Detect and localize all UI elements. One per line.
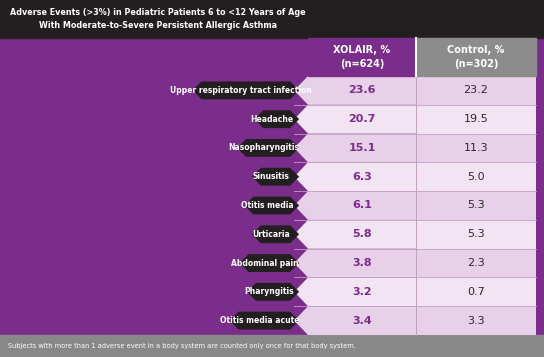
- Polygon shape: [237, 139, 299, 157]
- Polygon shape: [252, 225, 299, 243]
- Bar: [416, 134, 536, 162]
- Text: 0.7: 0.7: [467, 287, 485, 297]
- Text: Headache: Headache: [251, 115, 294, 124]
- Text: Otitis media acute: Otitis media acute: [220, 316, 300, 325]
- Text: Nasopharyngitis: Nasopharyngitis: [228, 144, 299, 152]
- Text: Sinusitis: Sinusitis: [252, 172, 289, 181]
- Polygon shape: [294, 191, 416, 220]
- Polygon shape: [294, 306, 416, 335]
- Text: 3.8: 3.8: [352, 258, 372, 268]
- Text: 23.6: 23.6: [348, 85, 376, 95]
- Bar: [0, 0, 544, 38]
- Bar: [416, 220, 536, 249]
- Text: 3.3: 3.3: [467, 316, 485, 326]
- Polygon shape: [294, 105, 416, 134]
- Text: Subjects with more than 1 adverse event in a body system are counted only once f: Subjects with more than 1 adverse event …: [8, 343, 356, 349]
- Text: Abdominal pain: Abdominal pain: [231, 258, 299, 267]
- Text: 11.3: 11.3: [463, 143, 489, 153]
- Text: 5.8: 5.8: [352, 229, 372, 239]
- Bar: [416, 105, 536, 134]
- Text: 15.1: 15.1: [348, 143, 376, 153]
- Text: Control, %
(n=302): Control, % (n=302): [447, 45, 505, 69]
- Bar: [416, 277, 536, 306]
- Text: XOLAIR, %
(n=624): XOLAIR, % (n=624): [333, 45, 391, 69]
- Text: 6.1: 6.1: [352, 201, 372, 211]
- Polygon shape: [294, 249, 416, 277]
- Polygon shape: [244, 197, 299, 215]
- Bar: [416, 162, 536, 191]
- Bar: [416, 76, 536, 105]
- Polygon shape: [294, 134, 416, 162]
- Polygon shape: [294, 277, 416, 306]
- Polygon shape: [294, 76, 416, 105]
- Text: Upper respiratory tract infection: Upper respiratory tract infection: [170, 86, 312, 95]
- Bar: [416, 306, 536, 335]
- Bar: [0, 335, 544, 357]
- Text: 3.4: 3.4: [352, 316, 372, 326]
- Polygon shape: [239, 254, 299, 272]
- Text: Adverse Events (>3%) in Pediatric Patients 6 to <12 Years of Age
With Moderate-t: Adverse Events (>3%) in Pediatric Patien…: [10, 8, 306, 30]
- Text: 5.3: 5.3: [467, 201, 485, 211]
- Polygon shape: [255, 110, 299, 128]
- Bar: [416, 249, 536, 277]
- Polygon shape: [252, 168, 299, 186]
- Text: 19.5: 19.5: [463, 114, 489, 124]
- Text: 6.3: 6.3: [352, 172, 372, 182]
- Text: 5.3: 5.3: [467, 229, 485, 239]
- Polygon shape: [230, 312, 299, 330]
- Text: Urticaria: Urticaria: [252, 230, 290, 239]
- Text: 2.3: 2.3: [467, 258, 485, 268]
- Text: 5.0: 5.0: [467, 172, 485, 182]
- Polygon shape: [294, 162, 416, 191]
- Text: 3.2: 3.2: [352, 287, 372, 297]
- Polygon shape: [247, 283, 299, 301]
- Bar: [308, 38, 416, 76]
- Text: 23.2: 23.2: [463, 85, 489, 95]
- Polygon shape: [294, 220, 416, 249]
- Bar: [0, 38, 544, 335]
- Text: Otitis media: Otitis media: [241, 201, 294, 210]
- Text: 20.7: 20.7: [348, 114, 376, 124]
- Text: Pharyngitis: Pharyngitis: [244, 287, 293, 296]
- Polygon shape: [193, 81, 299, 99]
- Bar: [416, 38, 536, 76]
- Bar: [416, 191, 536, 220]
